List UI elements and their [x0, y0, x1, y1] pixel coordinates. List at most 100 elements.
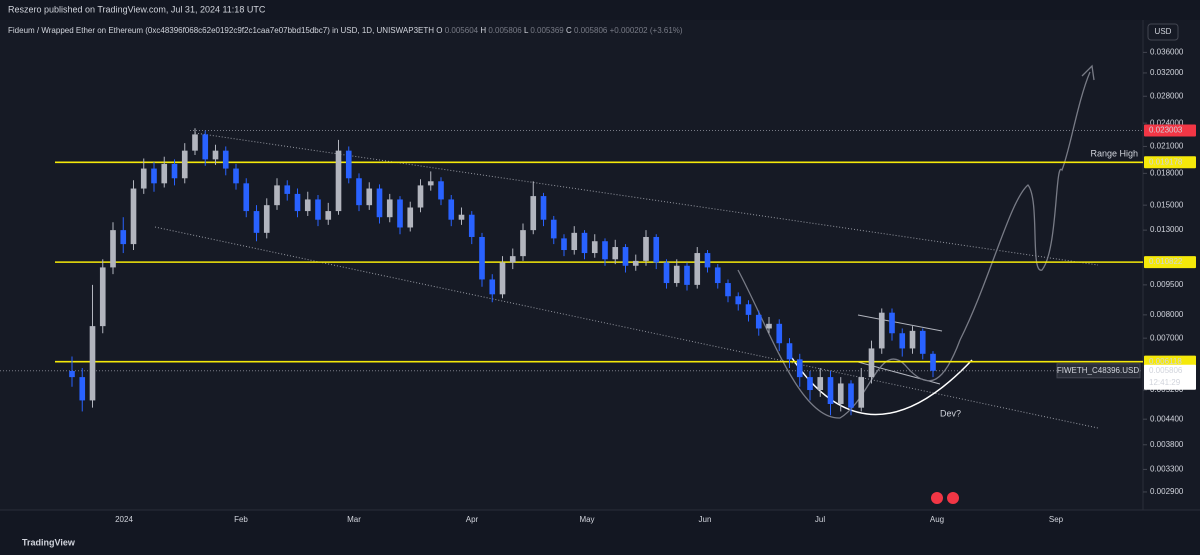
candle-body — [315, 199, 321, 220]
y-tick-label: 0.009500 — [1150, 280, 1184, 289]
y-tick-label: 0.004400 — [1150, 414, 1184, 423]
price-tag — [1144, 256, 1196, 269]
y-tick-label: 0.018000 — [1150, 168, 1184, 177]
candle-body — [233, 168, 239, 184]
candle-body — [868, 348, 875, 378]
candle-body — [858, 377, 865, 408]
currency-label[interactable]: USD — [1155, 27, 1172, 36]
candle-body — [89, 326, 96, 401]
candle-body — [612, 247, 619, 260]
candle-body — [591, 241, 598, 254]
change: +0.000202 — [610, 26, 649, 35]
candle-body — [684, 265, 690, 285]
price-tag-label: 0.023003 — [1149, 126, 1183, 135]
annotation: Range High — [1090, 149, 1138, 159]
price-tag — [1144, 124, 1196, 137]
candle-body — [499, 262, 506, 295]
ohlc-key: L — [524, 26, 529, 35]
candle-body — [766, 323, 772, 329]
candle-body — [438, 181, 444, 200]
candle-body — [643, 236, 649, 261]
candle-body — [427, 181, 434, 186]
candle-body — [919, 330, 926, 354]
candle-body — [776, 323, 783, 344]
candle-body — [714, 267, 721, 284]
candle-body — [294, 193, 301, 212]
candle-body — [192, 134, 198, 151]
brand: TradingView — [22, 537, 76, 547]
candle-body — [171, 163, 178, 179]
event-icon[interactable] — [947, 492, 959, 504]
candle-body — [530, 196, 537, 231]
candle-body — [509, 256, 516, 263]
y-tick-label: 0.024000 — [1150, 118, 1184, 127]
price-tag-label: 0.019178 — [1149, 157, 1183, 166]
candle-body — [735, 296, 742, 305]
candle-body — [243, 183, 250, 212]
projection-arrow — [1081, 64, 1095, 81]
candle-body — [79, 377, 86, 401]
candle-body — [489, 279, 496, 295]
candle-body — [899, 333, 906, 349]
candle-body — [581, 232, 588, 254]
event-icons — [931, 492, 959, 504]
candle-body — [725, 283, 731, 297]
candle-body — [622, 247, 629, 266]
candle-body — [786, 343, 793, 360]
candle-body — [99, 267, 106, 327]
candle-body — [561, 238, 567, 251]
candle-body — [704, 253, 711, 268]
candle-body — [202, 134, 209, 160]
price-tag — [1144, 364, 1196, 390]
y-tick-label: 0.021000 — [1150, 142, 1184, 151]
candle-body — [673, 265, 680, 284]
price-tag-label: 0.005806 — [1149, 366, 1183, 375]
publisher-line: Reszero published on TradingView.com, Ju… — [8, 4, 266, 14]
candle-body — [479, 236, 485, 280]
currency-button[interactable] — [1147, 23, 1179, 41]
candle-body — [827, 377, 834, 405]
candle-body — [366, 188, 373, 206]
candle-body — [386, 199, 393, 218]
candle-body — [458, 214, 465, 220]
candle-body — [848, 383, 854, 408]
candle-body — [571, 232, 578, 251]
candle-body — [930, 353, 936, 371]
candle-body — [632, 260, 639, 266]
trend-line — [194, 132, 1099, 266]
y-tick-label: 0.007000 — [1150, 333, 1184, 342]
candle-body — [345, 150, 352, 179]
candle-body — [417, 185, 424, 208]
y-tick-label: 0.036000 — [1150, 47, 1184, 56]
candle-body — [694, 253, 701, 285]
x-tick-label: May — [579, 515, 594, 524]
plot-area — [0, 20, 1143, 510]
candle-body — [448, 199, 455, 220]
price-tag — [1144, 156, 1196, 169]
candle-body — [253, 211, 260, 233]
annotation: Dev? — [940, 408, 961, 418]
candle-body — [120, 230, 127, 245]
x-tick-label: Feb — [234, 515, 248, 524]
projection-path — [737, 71, 1091, 419]
candle-body — [817, 377, 824, 391]
ohlc-key: C — [566, 26, 572, 35]
candle-body — [889, 312, 895, 334]
candle-body — [222, 150, 229, 169]
y-tick-label: 0.003800 — [1150, 440, 1184, 449]
legend: Fideum / Wrapped Ether on Ethereum (0xc4… — [8, 26, 683, 35]
event-icon[interactable] — [931, 492, 943, 504]
candle-body — [140, 168, 147, 189]
candle-body — [335, 150, 342, 212]
x-tick-label: Aug — [930, 515, 944, 524]
x-tick-label: Jun — [699, 515, 712, 524]
ohlc-key: O — [436, 26, 442, 35]
countdown: 12:41:29 — [1149, 378, 1181, 387]
candle-body — [540, 196, 547, 220]
legend-title: Fideum / Wrapped Ether on Ethereum (0xc4… — [8, 26, 434, 35]
candle-body — [69, 370, 75, 378]
candle-body — [397, 199, 403, 228]
ohlc-value: 0.005806 — [574, 26, 608, 35]
candle-body — [151, 168, 157, 184]
